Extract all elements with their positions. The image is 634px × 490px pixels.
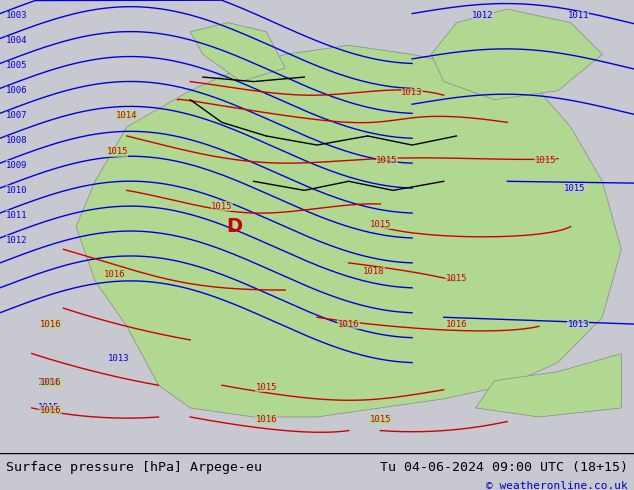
Text: 1011: 1011 xyxy=(6,211,28,220)
Text: 1018: 1018 xyxy=(363,268,385,276)
Polygon shape xyxy=(476,354,621,417)
Text: 1016: 1016 xyxy=(103,270,125,279)
Text: 1016: 1016 xyxy=(446,319,467,329)
Text: 1013: 1013 xyxy=(401,88,423,98)
Text: 1015: 1015 xyxy=(211,202,233,211)
Text: 1013: 1013 xyxy=(567,319,589,329)
Text: 1013: 1013 xyxy=(108,354,129,363)
Text: 1005: 1005 xyxy=(6,61,28,70)
Text: Tu 04-06-2024 09:00 UTC (18+15): Tu 04-06-2024 09:00 UTC (18+15) xyxy=(380,461,628,474)
Text: 1015: 1015 xyxy=(370,415,391,424)
Text: 1016: 1016 xyxy=(40,319,61,329)
Text: 1016: 1016 xyxy=(40,406,61,415)
Text: 1007: 1007 xyxy=(6,111,28,120)
Polygon shape xyxy=(431,9,602,99)
Text: 1015: 1015 xyxy=(370,220,391,229)
Text: 1014: 1014 xyxy=(116,111,138,120)
Text: 1015: 1015 xyxy=(107,147,128,156)
Text: 1015: 1015 xyxy=(534,156,556,166)
Text: 1008: 1008 xyxy=(6,136,28,145)
Text: 1006: 1006 xyxy=(6,86,28,95)
Text: 1016: 1016 xyxy=(256,415,277,424)
Text: 1012: 1012 xyxy=(6,236,28,245)
Text: 1015: 1015 xyxy=(446,274,467,283)
Text: 1015: 1015 xyxy=(564,184,586,193)
Polygon shape xyxy=(190,23,285,82)
Text: 1011: 1011 xyxy=(567,11,589,21)
Text: 1004: 1004 xyxy=(6,36,28,45)
Text: 1015: 1015 xyxy=(38,403,60,413)
Text: 1003: 1003 xyxy=(6,11,28,21)
Text: 1016: 1016 xyxy=(40,378,61,388)
Text: Surface pressure [hPa] Arpege-eu: Surface pressure [hPa] Arpege-eu xyxy=(6,461,262,474)
Text: 1014: 1014 xyxy=(38,378,60,388)
Text: 1015: 1015 xyxy=(256,383,277,392)
Text: 1015: 1015 xyxy=(376,156,398,166)
Polygon shape xyxy=(76,46,621,417)
Text: © weatheronline.co.uk: © weatheronline.co.uk xyxy=(486,481,628,490)
Text: D: D xyxy=(226,217,243,236)
Text: 1012: 1012 xyxy=(472,11,494,21)
Text: 1009: 1009 xyxy=(6,161,28,170)
Text: 1010: 1010 xyxy=(6,186,28,195)
Text: 1016: 1016 xyxy=(338,319,359,329)
